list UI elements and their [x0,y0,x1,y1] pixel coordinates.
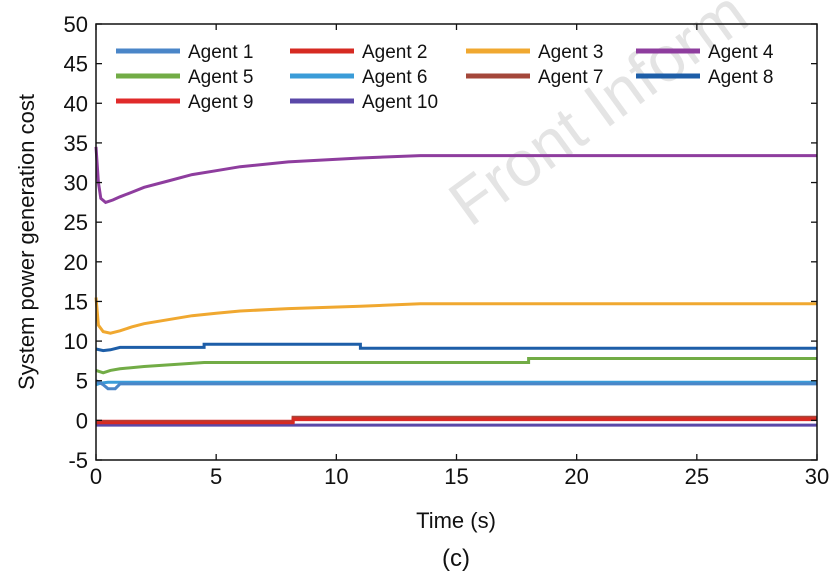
y-tick-label: 40 [64,91,88,116]
series-line-agent-1 [95,379,817,391]
y-tick-label: 50 [64,12,88,37]
series-line-agent-6 [95,380,817,387]
y-tick-label: 5 [76,369,88,394]
legend-label: Agent 5 [188,67,254,88]
legend-label: Agent 2 [362,42,428,63]
y-tick-label: 10 [64,329,88,354]
x-tick-label: 25 [685,464,709,489]
y-tick-label: 35 [64,131,88,156]
series-line-agent-2 [96,417,817,425]
legend-label: Agent 7 [538,67,604,88]
series-layer [94,146,817,427]
y-tick-label: 45 [64,52,88,77]
x-tick-label: 0 [90,464,102,489]
y-tick-label: 30 [64,171,88,196]
legend-label: Agent 9 [188,92,254,113]
y-tick-label: 0 [76,408,88,433]
y-tick-label: 20 [64,250,88,275]
series-line-agent-4 [94,146,817,205]
series-line-agent-8 [95,342,817,353]
y-tick-label: 15 [64,289,88,314]
x-axis-label: Time (s) [416,508,496,533]
series-line-agent-5 [95,357,817,375]
x-tick-label: 10 [324,464,348,489]
legend-label: Agent 6 [362,67,428,88]
legend-label: Agent 4 [708,42,774,63]
legend-label: Agent 1 [188,42,254,63]
y-tick-label: -5 [68,448,88,473]
x-tick-label: 20 [564,464,588,489]
y-axis-label: System power generation cost [14,94,39,390]
legend-label: Agent 10 [362,92,438,113]
watermark-text: Front Inform [436,0,760,239]
y-tick-label: 25 [64,210,88,235]
x-tick-label: 30 [805,464,829,489]
legend-label: Agent 8 [708,67,774,88]
watermark-layer: Front Inform [436,0,760,239]
legend: Agent 1 Agent 2 Agent 3 Agent 4 Agent 5 Agent… [116,42,774,113]
legend-label: Agent 3 [538,42,604,63]
x-tick-label: 15 [444,464,468,489]
x-tick-label: 5 [210,464,222,489]
series-line-agent-3 [94,297,817,335]
figure-caption: (c) [442,545,470,572]
plot-frame [95,23,818,461]
